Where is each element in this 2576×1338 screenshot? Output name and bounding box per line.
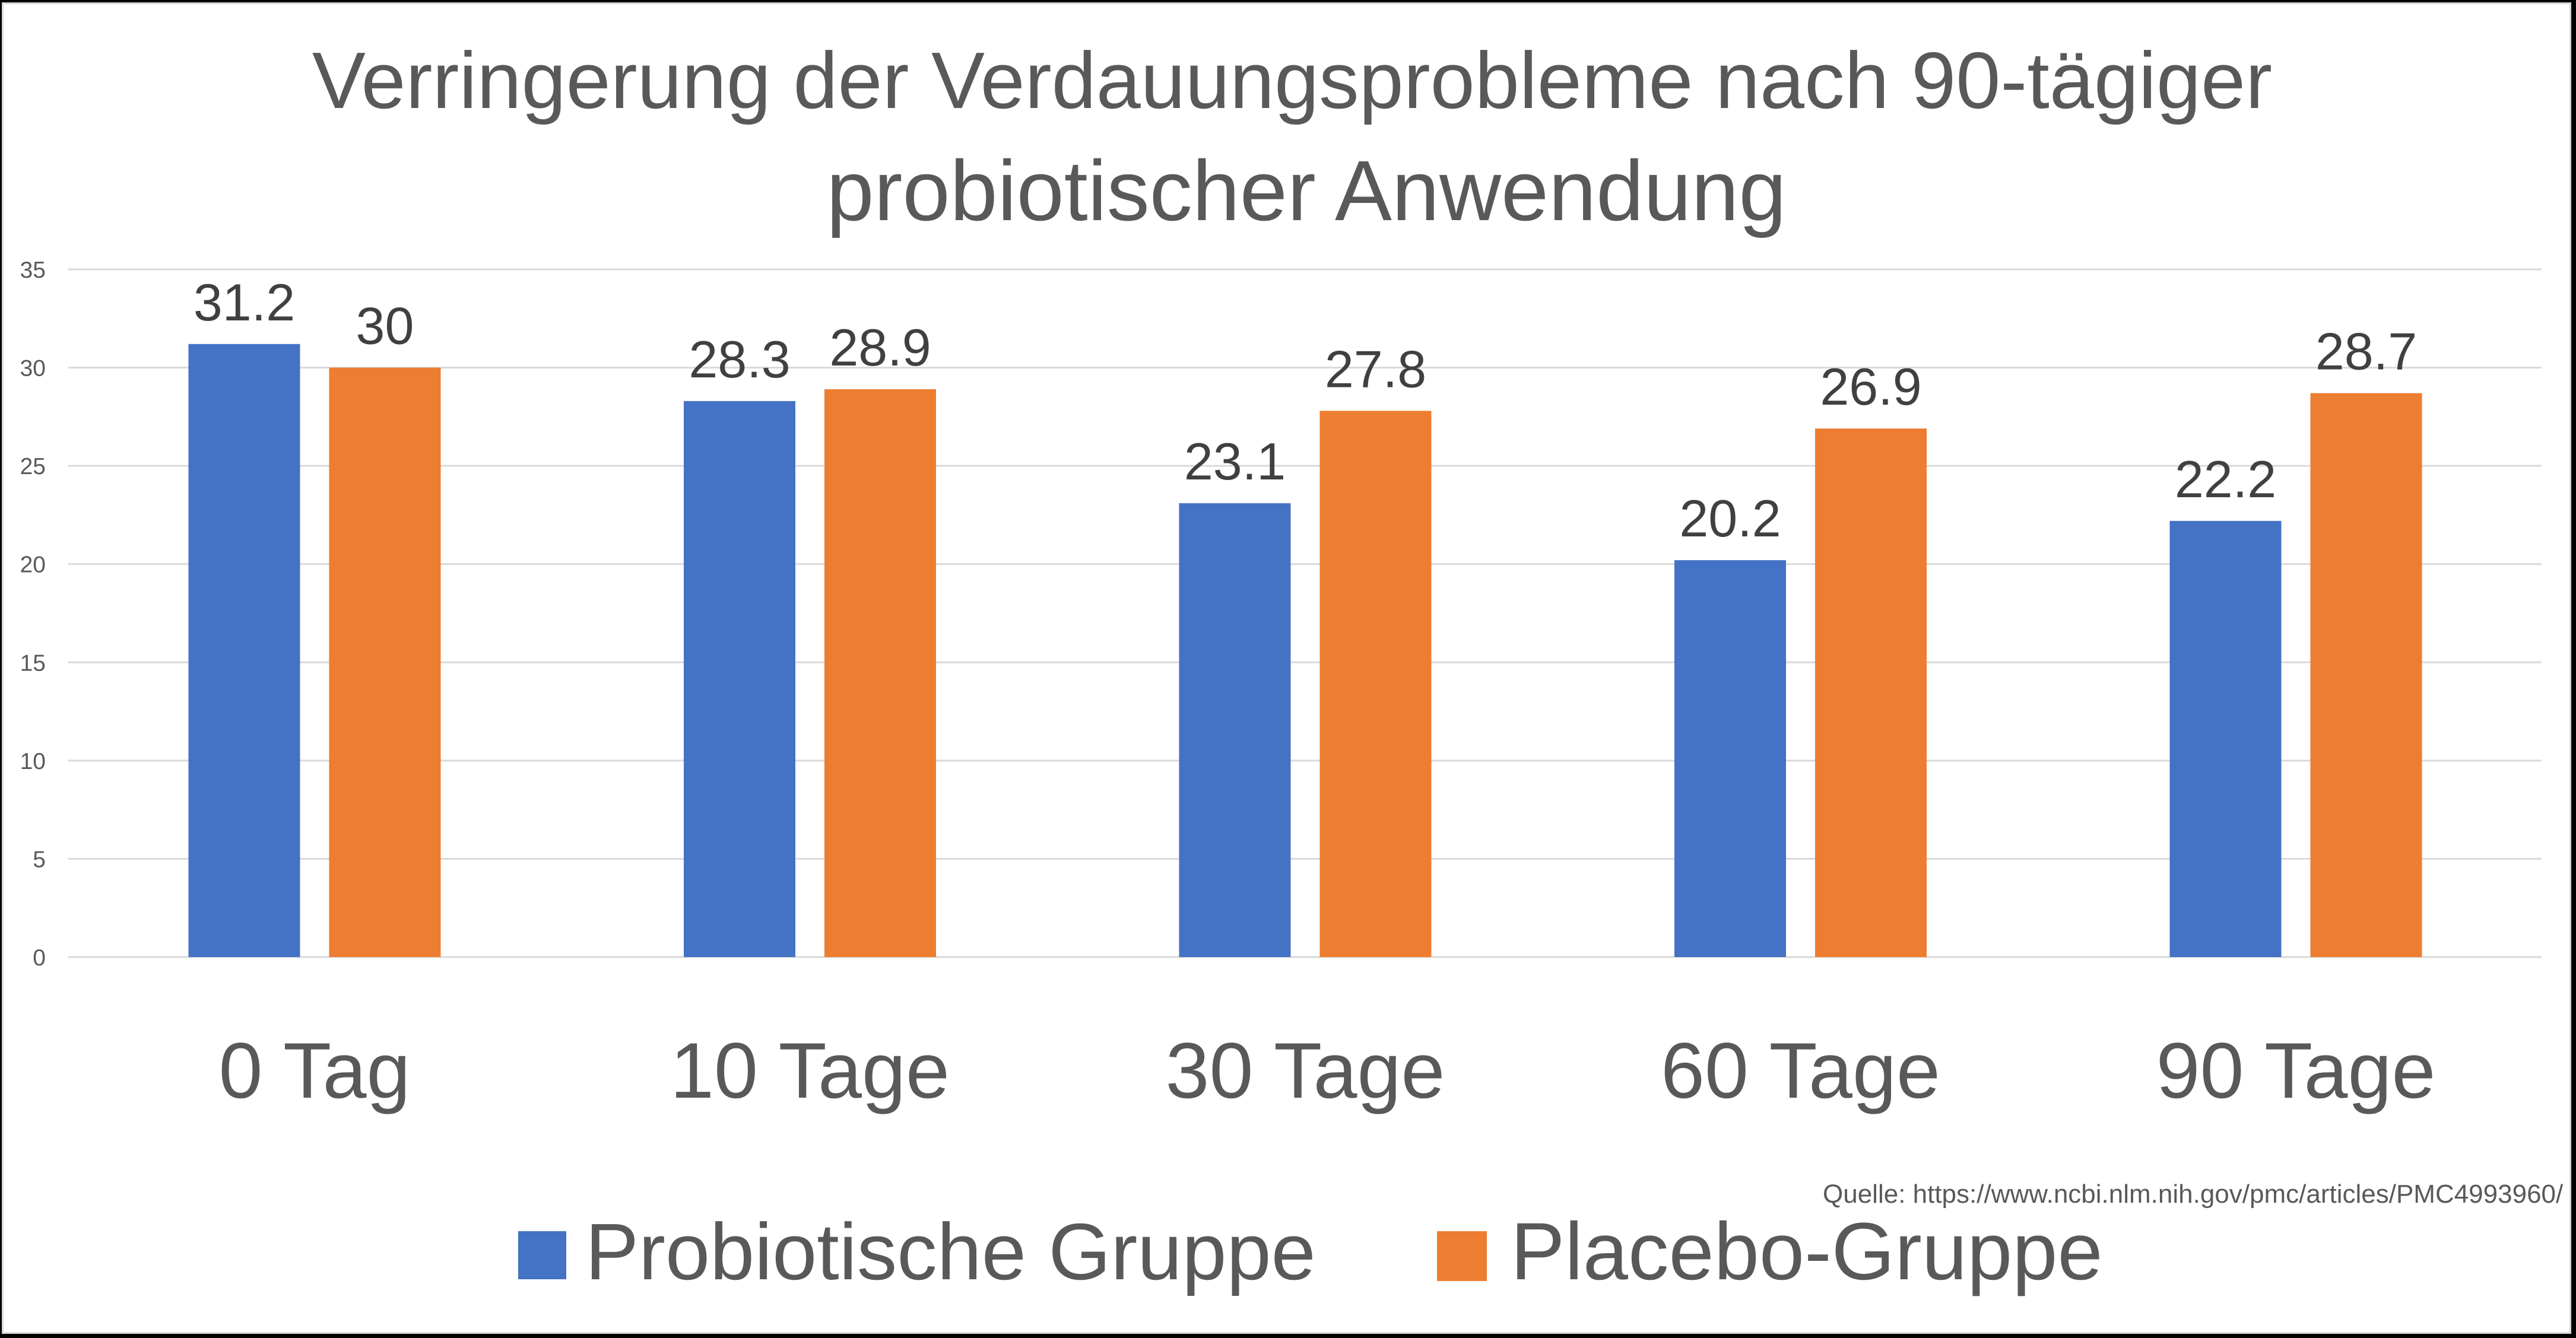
svg-text:0 Tag: 0 Tag xyxy=(219,1027,411,1115)
svg-text:0: 0 xyxy=(33,945,46,971)
svg-text:31.2: 31.2 xyxy=(193,273,295,332)
svg-text:10 Tage: 10 Tage xyxy=(670,1027,950,1115)
svg-text:26.9: 26.9 xyxy=(1820,357,1921,416)
svg-text:Placebo-Gruppe: Placebo-Gruppe xyxy=(1511,1206,2103,1297)
svg-text:30: 30 xyxy=(20,356,46,382)
svg-text:30: 30 xyxy=(356,297,414,355)
svg-text:Probiotische Gruppe: Probiotische Gruppe xyxy=(585,1207,1316,1296)
svg-text:28.9: 28.9 xyxy=(829,318,931,377)
svg-text:60 Tage: 60 Tage xyxy=(1661,1027,1940,1115)
svg-text:27.8: 27.8 xyxy=(1325,339,1426,398)
svg-text:30 Tage: 30 Tage xyxy=(1166,1027,1445,1115)
svg-text:22.2: 22.2 xyxy=(2175,450,2276,508)
svg-text:probiotischer Anwendung: probiotischer Anwendung xyxy=(826,143,1786,239)
svg-text:28.3: 28.3 xyxy=(689,330,790,389)
svg-text:35: 35 xyxy=(20,258,46,283)
svg-text:90 Tage: 90 Tage xyxy=(2156,1027,2436,1115)
svg-text:20.2: 20.2 xyxy=(1679,489,1781,548)
svg-text:15: 15 xyxy=(20,650,46,676)
svg-text:20: 20 xyxy=(20,552,46,578)
svg-text:25: 25 xyxy=(20,454,46,479)
svg-text:Verringerung der Verdauungspro: Verringerung der Verdauungsprobleme nach… xyxy=(312,36,2272,125)
svg-text:5: 5 xyxy=(33,847,46,872)
svg-text:Quelle: https://www.ncbi.nlm.n: Quelle: https://www.ncbi.nlm.nih.gov/pmc… xyxy=(1823,1180,2564,1209)
svg-text:10: 10 xyxy=(20,749,46,774)
svg-text:28.7: 28.7 xyxy=(2315,322,2417,381)
svg-text:23.1: 23.1 xyxy=(1184,432,1286,491)
